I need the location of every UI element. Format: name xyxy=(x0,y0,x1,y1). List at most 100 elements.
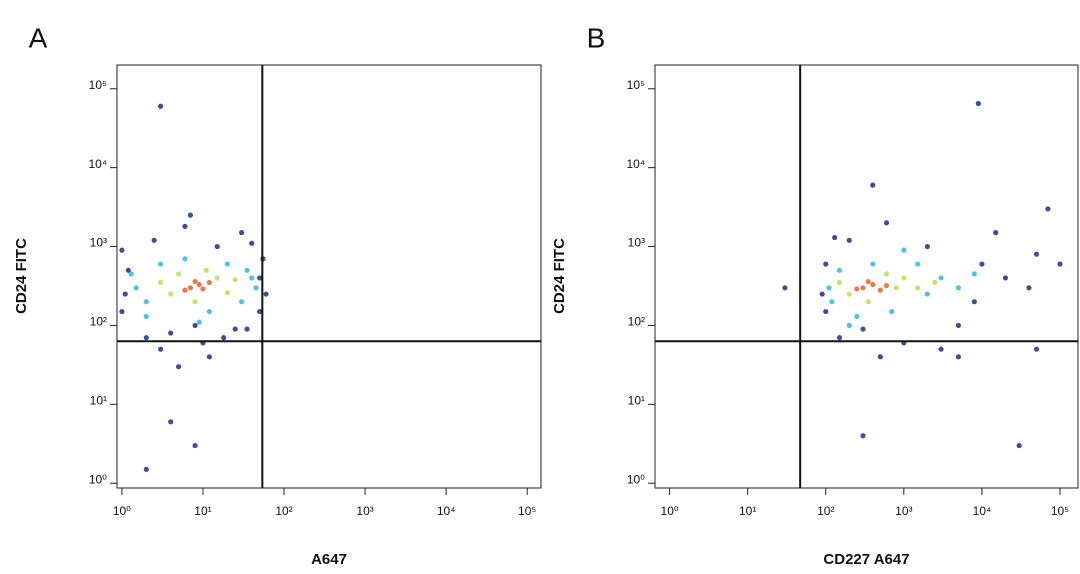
y-tick-label: 10¹ xyxy=(90,394,107,408)
point xyxy=(854,313,860,320)
point xyxy=(175,271,182,277)
point xyxy=(877,287,883,293)
point xyxy=(901,275,907,281)
y-axis-title: CD24 FITC xyxy=(13,238,30,314)
point xyxy=(200,286,206,292)
point xyxy=(168,330,174,336)
point xyxy=(938,275,944,281)
point xyxy=(979,261,985,267)
point xyxy=(143,335,149,341)
point xyxy=(846,322,852,329)
point xyxy=(1033,251,1040,257)
point xyxy=(157,103,164,109)
x-tick-label: 10⁵ xyxy=(1051,504,1069,518)
point xyxy=(263,291,269,297)
point xyxy=(924,291,930,297)
point xyxy=(206,308,212,315)
y-tick-label: 10⁵ xyxy=(89,78,107,92)
point xyxy=(823,261,829,267)
point xyxy=(157,279,164,286)
x-axis-title: A647 xyxy=(311,551,347,568)
point xyxy=(938,346,944,352)
point xyxy=(239,230,245,236)
point xyxy=(119,247,125,253)
y-tick-label: 10⁰ xyxy=(89,472,107,486)
y-tick-label: 10¹ xyxy=(628,394,645,408)
point xyxy=(893,285,899,291)
point xyxy=(151,237,157,243)
point xyxy=(182,287,188,293)
point xyxy=(860,433,866,439)
point xyxy=(232,326,238,332)
point xyxy=(1002,275,1009,281)
point xyxy=(955,322,962,329)
panel-label: A xyxy=(29,22,48,53)
y-tick-label: 10² xyxy=(90,315,107,329)
point xyxy=(914,261,921,267)
point xyxy=(119,308,125,315)
point xyxy=(157,346,164,352)
y-tick-label: 10³ xyxy=(90,236,107,250)
point xyxy=(232,277,238,283)
point xyxy=(206,354,212,360)
point xyxy=(854,286,860,292)
point xyxy=(168,291,174,297)
point xyxy=(883,271,890,277)
x-tick-label: 10¹ xyxy=(739,504,756,518)
point xyxy=(823,308,829,315)
y-tick-label: 10⁵ xyxy=(627,78,645,92)
point xyxy=(133,285,139,291)
point xyxy=(244,326,250,332)
point xyxy=(249,240,255,246)
x-tick-label: 10⁰ xyxy=(113,504,131,518)
point xyxy=(889,308,895,315)
point xyxy=(143,466,149,472)
point xyxy=(782,285,788,291)
point xyxy=(192,442,198,449)
point xyxy=(865,278,871,285)
point xyxy=(224,261,230,267)
plot-frame xyxy=(654,64,1079,489)
point xyxy=(175,364,182,370)
point xyxy=(239,299,245,305)
point xyxy=(192,322,198,329)
point xyxy=(196,319,202,325)
point xyxy=(182,256,188,262)
y-tick-label: 10⁰ xyxy=(627,472,645,486)
x-tick-label: 10⁰ xyxy=(661,504,679,518)
point xyxy=(924,243,930,250)
point xyxy=(971,271,977,277)
point xyxy=(125,267,131,273)
point xyxy=(257,308,263,315)
point xyxy=(253,285,259,291)
x-tick-label: 10⁵ xyxy=(518,504,536,518)
point xyxy=(883,220,890,226)
point xyxy=(860,285,866,291)
point xyxy=(224,290,230,296)
point xyxy=(122,291,128,297)
point xyxy=(883,282,890,289)
point xyxy=(1033,346,1040,352)
y-tick-label: 10⁴ xyxy=(626,157,645,171)
point xyxy=(192,299,198,305)
point xyxy=(819,291,825,297)
y-tick-label: 10³ xyxy=(628,236,645,250)
point xyxy=(836,267,843,273)
plot-frame xyxy=(116,64,542,489)
point xyxy=(877,354,883,360)
point xyxy=(143,299,149,305)
point xyxy=(860,326,866,332)
y-tick-label: 10⁴ xyxy=(88,157,107,171)
point xyxy=(829,299,835,305)
point xyxy=(203,267,209,273)
x-tick-label: 10³ xyxy=(895,504,912,518)
x-tick-label: 10⁴ xyxy=(973,504,992,518)
point xyxy=(836,335,843,341)
point xyxy=(182,223,188,230)
point xyxy=(846,291,852,297)
x-tick-label: 10³ xyxy=(356,504,373,518)
point xyxy=(870,261,876,267)
point xyxy=(257,275,263,281)
point xyxy=(846,237,852,243)
